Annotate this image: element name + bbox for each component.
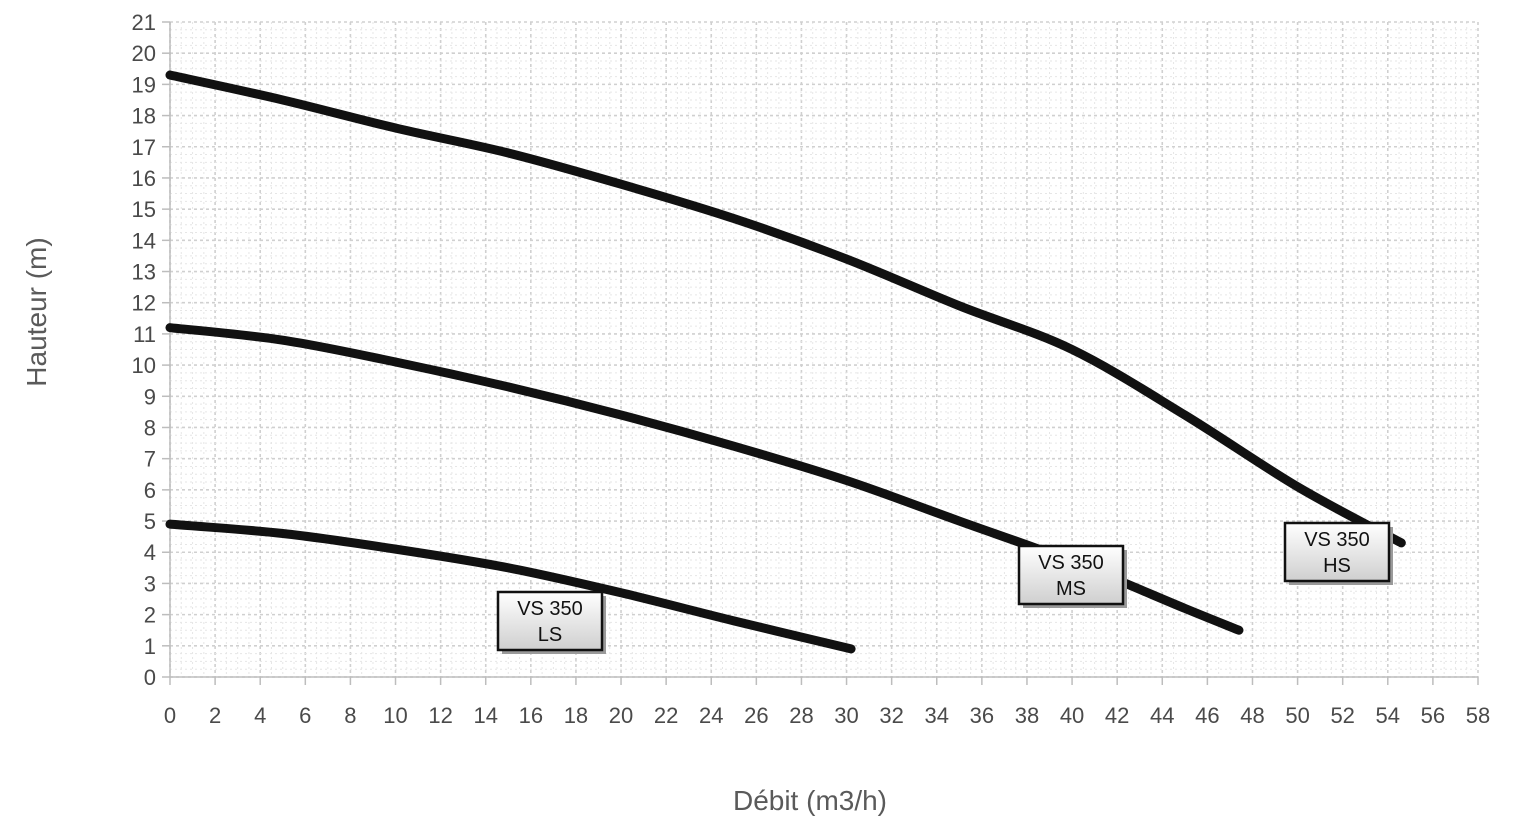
series-label-text: MS bbox=[1056, 578, 1086, 600]
x-tick-label: 34 bbox=[925, 703, 949, 728]
x-tick-label: 30 bbox=[834, 703, 858, 728]
x-tick-label: 56 bbox=[1421, 703, 1445, 728]
y-tick-label: 5 bbox=[144, 509, 156, 534]
series-line-vs-350-hs bbox=[165, 70, 1406, 548]
x-tick-label: 36 bbox=[970, 703, 994, 728]
y-tick-label: 12 bbox=[132, 291, 156, 316]
series-labels: VS 350 HS VS 350 MS VS 350 LS bbox=[496, 521, 1393, 654]
y-tick-label: 16 bbox=[132, 166, 156, 191]
x-tick-label: 6 bbox=[299, 703, 311, 728]
y-tick-label: 14 bbox=[132, 228, 156, 253]
series-label-vs-350-hs: VS 350 HS bbox=[1283, 521, 1393, 585]
series-label-vs-350-ms: VS 350 MS bbox=[1017, 544, 1127, 608]
series-label-text: LS bbox=[538, 624, 562, 646]
curves bbox=[165, 70, 1406, 654]
y-tick-label: 7 bbox=[144, 447, 156, 472]
x-tick-label: 8 bbox=[344, 703, 356, 728]
x-tick-label: 28 bbox=[789, 703, 813, 728]
x-tick-label: 52 bbox=[1330, 703, 1354, 728]
y-tick-label: 4 bbox=[144, 540, 156, 565]
x-tick-label: 46 bbox=[1195, 703, 1219, 728]
x-tick-label: 24 bbox=[699, 703, 723, 728]
x-tick-label: 54 bbox=[1376, 703, 1400, 728]
x-tick-label: 40 bbox=[1060, 703, 1084, 728]
y-tick-label: 17 bbox=[132, 135, 156, 160]
y-tick-label: 19 bbox=[132, 72, 156, 97]
series-label-text: VS 350 bbox=[517, 598, 583, 620]
x-tick-label: 4 bbox=[254, 703, 266, 728]
x-tick-label: 20 bbox=[609, 703, 633, 728]
y-tick-label: 8 bbox=[144, 415, 156, 440]
x-tick-label: 2 bbox=[209, 703, 221, 728]
y-tick-label: 18 bbox=[132, 104, 156, 129]
x-tick-label: 0 bbox=[164, 703, 176, 728]
y-tick-label: 2 bbox=[144, 603, 156, 628]
x-tick-label: 42 bbox=[1105, 703, 1129, 728]
y-tick-label: 6 bbox=[144, 478, 156, 503]
x-tick-label: 44 bbox=[1150, 703, 1174, 728]
x-tick-label: 58 bbox=[1466, 703, 1490, 728]
x-tick-label: 14 bbox=[473, 703, 497, 728]
y-axis-title: Hauteur (m) bbox=[21, 237, 52, 386]
y-tick-label: 15 bbox=[132, 197, 156, 222]
y-tick-label: 1 bbox=[144, 634, 156, 659]
x-tick-label: 22 bbox=[654, 703, 678, 728]
series-line-vs-350-ls bbox=[165, 519, 856, 654]
label-box bbox=[1017, 544, 1125, 606]
series-label-text: HS bbox=[1323, 555, 1351, 577]
x-tick-label: 48 bbox=[1240, 703, 1264, 728]
x-tick-label: 12 bbox=[428, 703, 452, 728]
x-tick-label: 32 bbox=[879, 703, 903, 728]
x-tick-label: 10 bbox=[383, 703, 407, 728]
y-tick-label: 11 bbox=[133, 322, 156, 347]
y-tick-label: 13 bbox=[132, 260, 156, 285]
y-tick-label: 20 bbox=[132, 41, 156, 66]
x-tick-label: 18 bbox=[564, 703, 588, 728]
y-tick-label: 3 bbox=[144, 571, 156, 596]
y-tick-label: 0 bbox=[144, 665, 156, 690]
series-label-text: VS 350 bbox=[1038, 552, 1104, 574]
series-label-text: VS 350 bbox=[1304, 529, 1370, 551]
series-label-vs-350-ls: VS 350 LS bbox=[496, 590, 606, 654]
x-tick-label: 26 bbox=[744, 703, 768, 728]
x-tick-label: 50 bbox=[1285, 703, 1309, 728]
y-tick-label: 10 bbox=[132, 353, 156, 378]
y-tick-label: 21 bbox=[132, 10, 156, 35]
x-tick-label: 38 bbox=[1015, 703, 1039, 728]
x-tick-label: 16 bbox=[519, 703, 543, 728]
grid bbox=[169, 21, 1479, 678]
y-tick-label: 9 bbox=[144, 384, 156, 409]
label-box bbox=[496, 590, 604, 652]
label-box bbox=[1283, 521, 1391, 583]
x-axis-title: Débit (m3/h) bbox=[733, 785, 887, 816]
